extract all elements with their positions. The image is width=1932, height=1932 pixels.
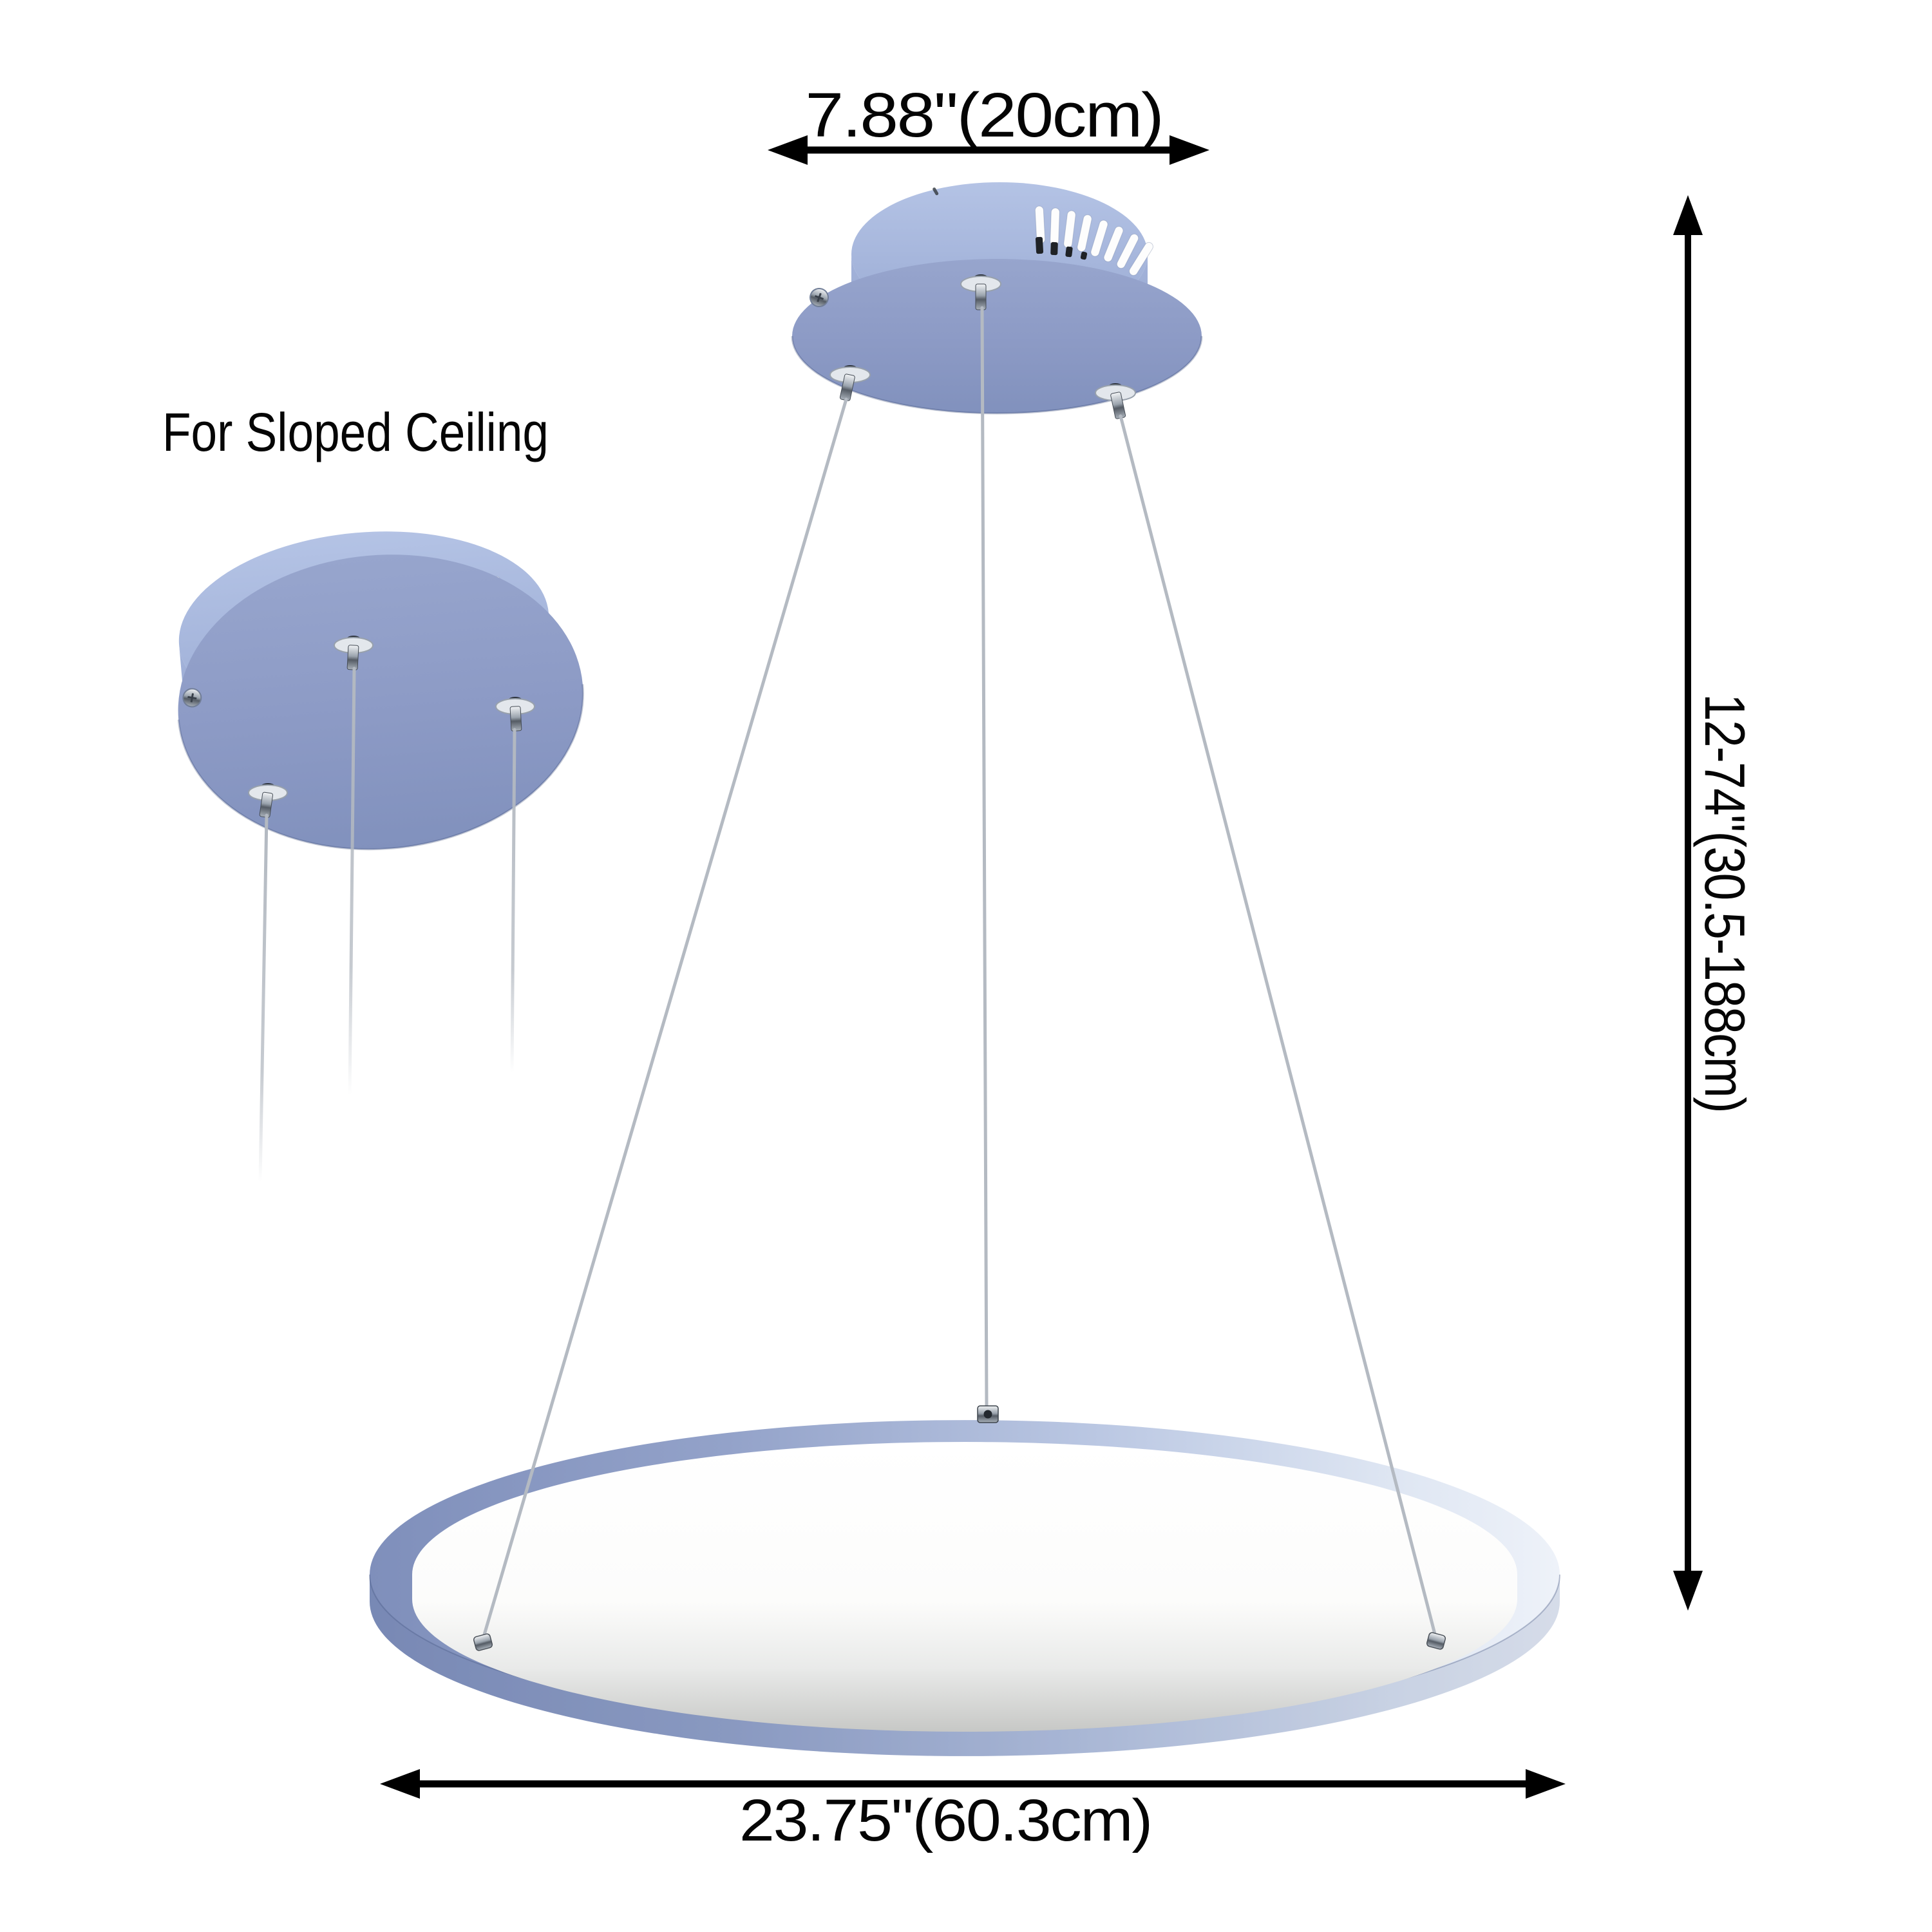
sloped-plate-bottom-edge bbox=[177, 684, 584, 851]
sloped-mount-right bbox=[495, 697, 535, 732]
sloped-cable-right bbox=[510, 728, 516, 1074]
cable-mount-right bbox=[1095, 383, 1136, 419]
cable-right bbox=[1119, 414, 1438, 1641]
ring-cable-connectors bbox=[473, 1405, 1446, 1651]
dimension-canopy-width: 7.88"(20cm) bbox=[768, 80, 1209, 165]
vent-slot-shadows bbox=[1035, 236, 1088, 260]
ring-diameter-label: 23.75"(60.3cm) bbox=[739, 1788, 1151, 1853]
canopy-plate-bottom-edge bbox=[791, 336, 1203, 415]
canopy-plate bbox=[792, 259, 1202, 413]
sloped-cable-mounts bbox=[248, 636, 535, 818]
ceiling-canopy bbox=[791, 182, 1203, 415]
suspension-cables bbox=[258, 306, 1438, 1641]
arrow-head-down-icon bbox=[1673, 1571, 1703, 1611]
sloped-ceiling-canopy bbox=[177, 531, 584, 851]
arrow-head-right-icon bbox=[1170, 135, 1209, 165]
sloped-ceiling-label: For Sloped Ceiling bbox=[162, 402, 549, 462]
canopy-width-label: 7.88"(20cm) bbox=[806, 80, 1163, 150]
cable-mount-center bbox=[960, 274, 1001, 310]
hanging-height-label: 12-74"(30.5-188cm) bbox=[1693, 694, 1757, 1112]
sloped-mount-left bbox=[248, 783, 288, 818]
sloped-mount-center bbox=[334, 636, 374, 670]
ring-connector-top bbox=[977, 1405, 999, 1423]
cable-center bbox=[980, 306, 989, 1409]
mounting-screw-icon bbox=[810, 288, 829, 307]
sloped-cable-center bbox=[348, 667, 356, 1097]
drum-top-screw bbox=[933, 187, 939, 196]
arrow-head-right-icon bbox=[1526, 1769, 1566, 1799]
arrow-head-left-icon bbox=[380, 1769, 420, 1799]
canopy-cable-mounts bbox=[829, 274, 1136, 419]
pendant-ring bbox=[369, 1420, 1560, 1756]
sloped-cable-left bbox=[258, 813, 269, 1184]
vent-slots bbox=[1034, 205, 1153, 276]
cable-left bbox=[481, 397, 848, 1641]
dimension-ring-diameter: 23.75"(60.3cm) bbox=[380, 1769, 1566, 1853]
ring-inner-lining bbox=[412, 1442, 1517, 1732]
ring-connector-right bbox=[1426, 1632, 1446, 1650]
arrow-head-left-icon bbox=[768, 135, 808, 165]
sloped-plate bbox=[178, 554, 583, 849]
dimension-hanging-height: 12-74"(30.5-188cm) bbox=[1673, 195, 1757, 1611]
ring-connector-left bbox=[473, 1633, 493, 1651]
arrow-head-up-icon bbox=[1673, 195, 1703, 235]
cable-mount-left bbox=[829, 365, 871, 401]
sloped-mounting-screw-icon bbox=[182, 688, 202, 708]
